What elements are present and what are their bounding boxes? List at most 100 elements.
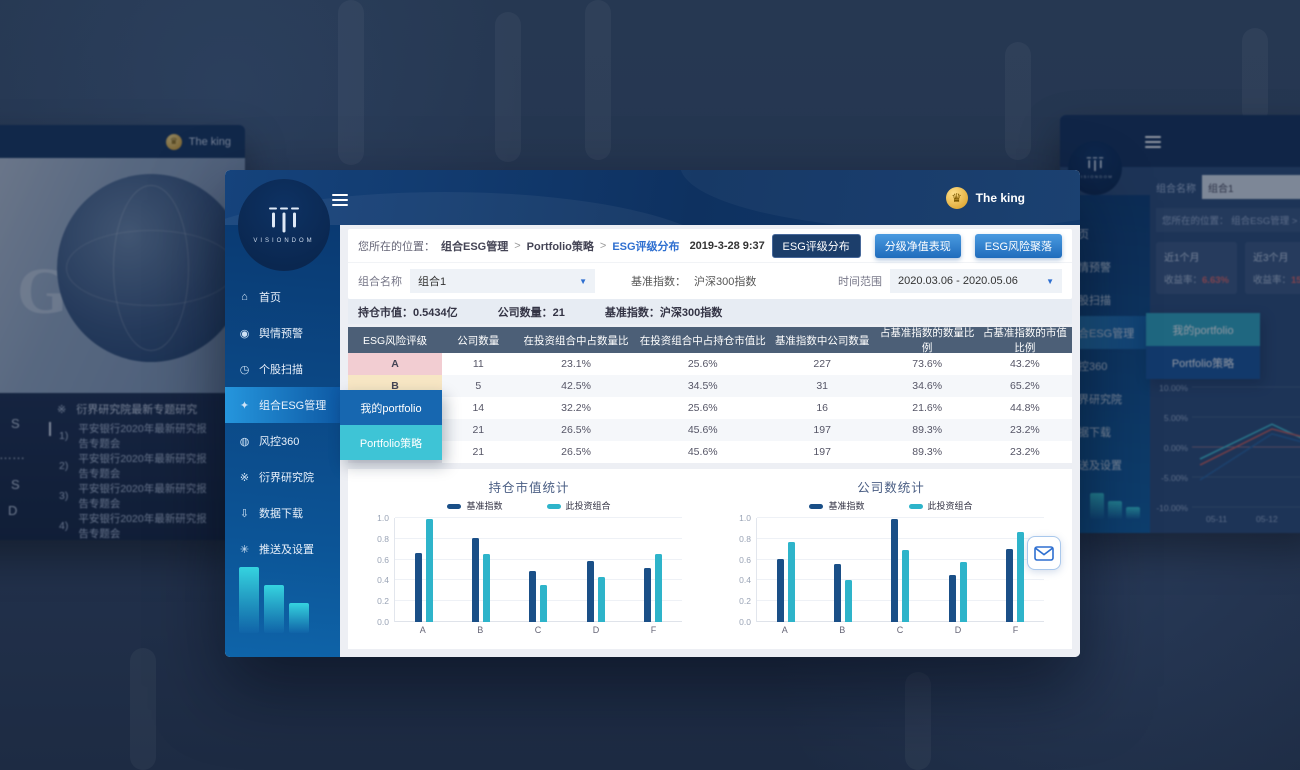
summary-bar: 持仓市值：0.5434亿 公司数量：21 基准指数：沪深300指数 — [348, 299, 1072, 324]
y-tick: 0.6 — [739, 554, 751, 565]
breadcrumb-path: 组合ESG管理 > 我的portfolio — [1231, 216, 1300, 227]
table-cell: 11 — [472, 358, 484, 370]
breadcrumb-separator: > — [514, 239, 521, 252]
sidebar-item-组合ESG管理[interactable]: ✦ 组合ESG管理 — [225, 387, 340, 423]
news-item: 4)平安银行2020年最新研究报告专题会查看 — [0, 511, 245, 540]
y-tick: 0.2 — [377, 596, 389, 607]
bar — [425, 519, 433, 622]
news-item: 1)平安银行2020年最新研究报告专题会查看 — [0, 421, 245, 451]
y-tick: 0.8 — [739, 533, 751, 544]
view-button-分级净值表现[interactable]: 分级净值表现 — [874, 233, 961, 258]
x-tick: C — [534, 625, 542, 635]
breadcrumb-level-1[interactable]: 组合ESG管理 — [441, 240, 509, 253]
sidebar-item-推送及设置[interactable]: ✳ 推送及设置 — [225, 531, 340, 567]
time-range-select[interactable]: 2020.03.06 - 2020.05.06 ▼ — [890, 269, 1062, 293]
breadcrumb-level-3[interactable]: ESG评级分布 — [612, 240, 680, 253]
chevron-down-icon: ▼ — [579, 276, 587, 286]
breadcrumb: 您所在的位置： 组合ESG管理 > Portfolio策略 > ESG评级分布 … — [358, 238, 765, 254]
chart-legend: 基准指数 此投资组合 — [710, 499, 1072, 512]
news-item: 2)平安银行2020年最新研究报告专题会查看 — [0, 451, 245, 481]
sidebar-item-label: 首页 — [259, 292, 281, 304]
submenu-item-Portfolio策略[interactable]: Portfolio策略 — [340, 425, 442, 460]
backdrop-pillar — [905, 672, 931, 770]
portfolio-name-value: 组合1 — [418, 276, 447, 288]
sidebar-item-label: 舆情预警 — [259, 328, 303, 340]
user-chip[interactable]: ♛ The king — [945, 187, 1025, 209]
table-row: A 11 23.1% 25.6% 227 73.6% 43.2% — [348, 353, 1072, 375]
table-cell: 23.1% — [561, 358, 591, 370]
breadcrumb-prefix: 您所在的位置： — [1162, 216, 1229, 227]
sidebar-item-衍界研究院[interactable]: ※ 衍界研究院 — [225, 459, 340, 495]
gridline — [395, 517, 682, 518]
bar — [948, 575, 956, 622]
table-cell: 227 — [813, 358, 831, 370]
x-tick: C — [896, 625, 904, 635]
chevron-down-icon: ▼ — [1046, 276, 1054, 286]
crown-avatar-icon: ♛ — [165, 133, 182, 150]
x-tick: A — [419, 625, 426, 635]
news-number: 3) — [59, 490, 69, 502]
portfolio-name-select[interactable]: 组合1 ▼ — [410, 269, 595, 293]
news-title: 平安银行2020年最新研究报告专题会 — [78, 453, 207, 480]
top-card: 您所在的位置： 组合ESG管理 > Portfolio策略 > ESG评级分布 … — [348, 229, 1072, 299]
mail-button[interactable] — [1027, 536, 1061, 570]
news-title: 平安银行2020年最新研究报告专题会 — [78, 483, 207, 510]
bar — [655, 554, 663, 622]
bar — [483, 554, 491, 622]
table-cell: 32.2% — [561, 402, 591, 414]
table-cell: 25.6% — [687, 358, 718, 370]
envelope-icon — [1034, 545, 1054, 561]
bar — [597, 577, 605, 622]
gridline — [395, 600, 682, 602]
gridline — [757, 517, 1044, 518]
stock-scan-icon: ◷ — [239, 363, 250, 376]
bg-submenu-item-Portfolio策略: Portfolio策略 — [1146, 346, 1260, 379]
charts-panel: 持仓市值统计 基准指数 此投资组合 0.0 0.2 0.4 0.6 0.8 1.0 A B C D… — [348, 469, 1072, 649]
sidebar-item-label: 数据下载 — [259, 508, 303, 520]
table-cell: 89.3% — [912, 446, 943, 458]
globe-image — [57, 174, 245, 362]
card-return: 收益率：6.63% — [1164, 275, 1229, 286]
sidebar-item-舆情预警[interactable]: ◉ 舆情预警 — [225, 315, 340, 351]
content: 您所在的位置： 组合ESG管理 > Portfolio策略 > ESG评级分布 … — [340, 225, 1080, 657]
sidebar-item-首页[interactable]: ⌂ 首页 — [225, 279, 340, 315]
y-tick: 0.8 — [377, 533, 389, 544]
sidebar-item-个股扫描[interactable]: ◷ 个股扫描 — [225, 351, 340, 387]
view-buttons: ESG评级分布 分级净值表现 ESG风险聚落 — [771, 233, 1062, 258]
bar — [586, 560, 594, 622]
breadcrumb-level-2[interactable]: Portfolio策略 — [526, 240, 594, 253]
backdrop-pillar — [338, 0, 364, 165]
table-cell: 197 — [813, 446, 831, 458]
background-window-left[interactable]: ♛ The king G ※ 衍界研究院最新专题研究 1) 平安银行2020年最新… — [0, 125, 245, 540]
sidebar-item-label: 个股扫描 — [259, 364, 303, 376]
table-cell: 21.6% — [912, 402, 943, 414]
side-rating-letter: S — [11, 416, 20, 431]
esg-submenu-flyout: 我的portfolio Portfolio策略 — [340, 390, 442, 460]
background-window-right[interactable]: VISIONDOM 首页舆情预警个股扫描组合ESG管理风控360衍界研究院数据下… — [1060, 115, 1300, 533]
submenu-item-我的portfolio[interactable]: 我的portfolio — [340, 390, 442, 425]
bar — [834, 563, 842, 622]
table-cell: 25.6% — [687, 402, 718, 414]
news-header: ※ 衍界研究院最新专题研究 — [0, 397, 245, 421]
summary-item: 公司数量：21 — [497, 306, 565, 319]
breadcrumb-datetime: 2019-3-28 9:37 — [689, 239, 765, 252]
x-tick: F — [650, 625, 657, 635]
sidebar-item-数据下载[interactable]: ⇩ 数据下载 — [225, 495, 340, 531]
sidebar-item-风控360[interactable]: ◍ 风控360 — [225, 423, 340, 459]
bar — [891, 519, 899, 622]
side-rating-letter: D — [8, 503, 18, 518]
menu-toggle-icon[interactable] — [332, 194, 348, 206]
bar — [529, 571, 537, 622]
x-tick: D — [592, 625, 600, 635]
breadcrumb-separator: > — [599, 239, 607, 252]
view-button-ESG评级分布[interactable]: ESG评级分布 — [771, 233, 861, 258]
backdrop-pillar — [585, 0, 611, 160]
view-button-ESG风险聚落[interactable]: ESG风险聚落 — [974, 233, 1062, 258]
table-cell: 65.2% — [1010, 380, 1040, 392]
right-window-content: 组合名称 组合1 您所在的位置： 组合ESG管理 > 我的portfolio 近… — [1150, 167, 1300, 533]
table-cell: 26.5% — [561, 424, 591, 436]
